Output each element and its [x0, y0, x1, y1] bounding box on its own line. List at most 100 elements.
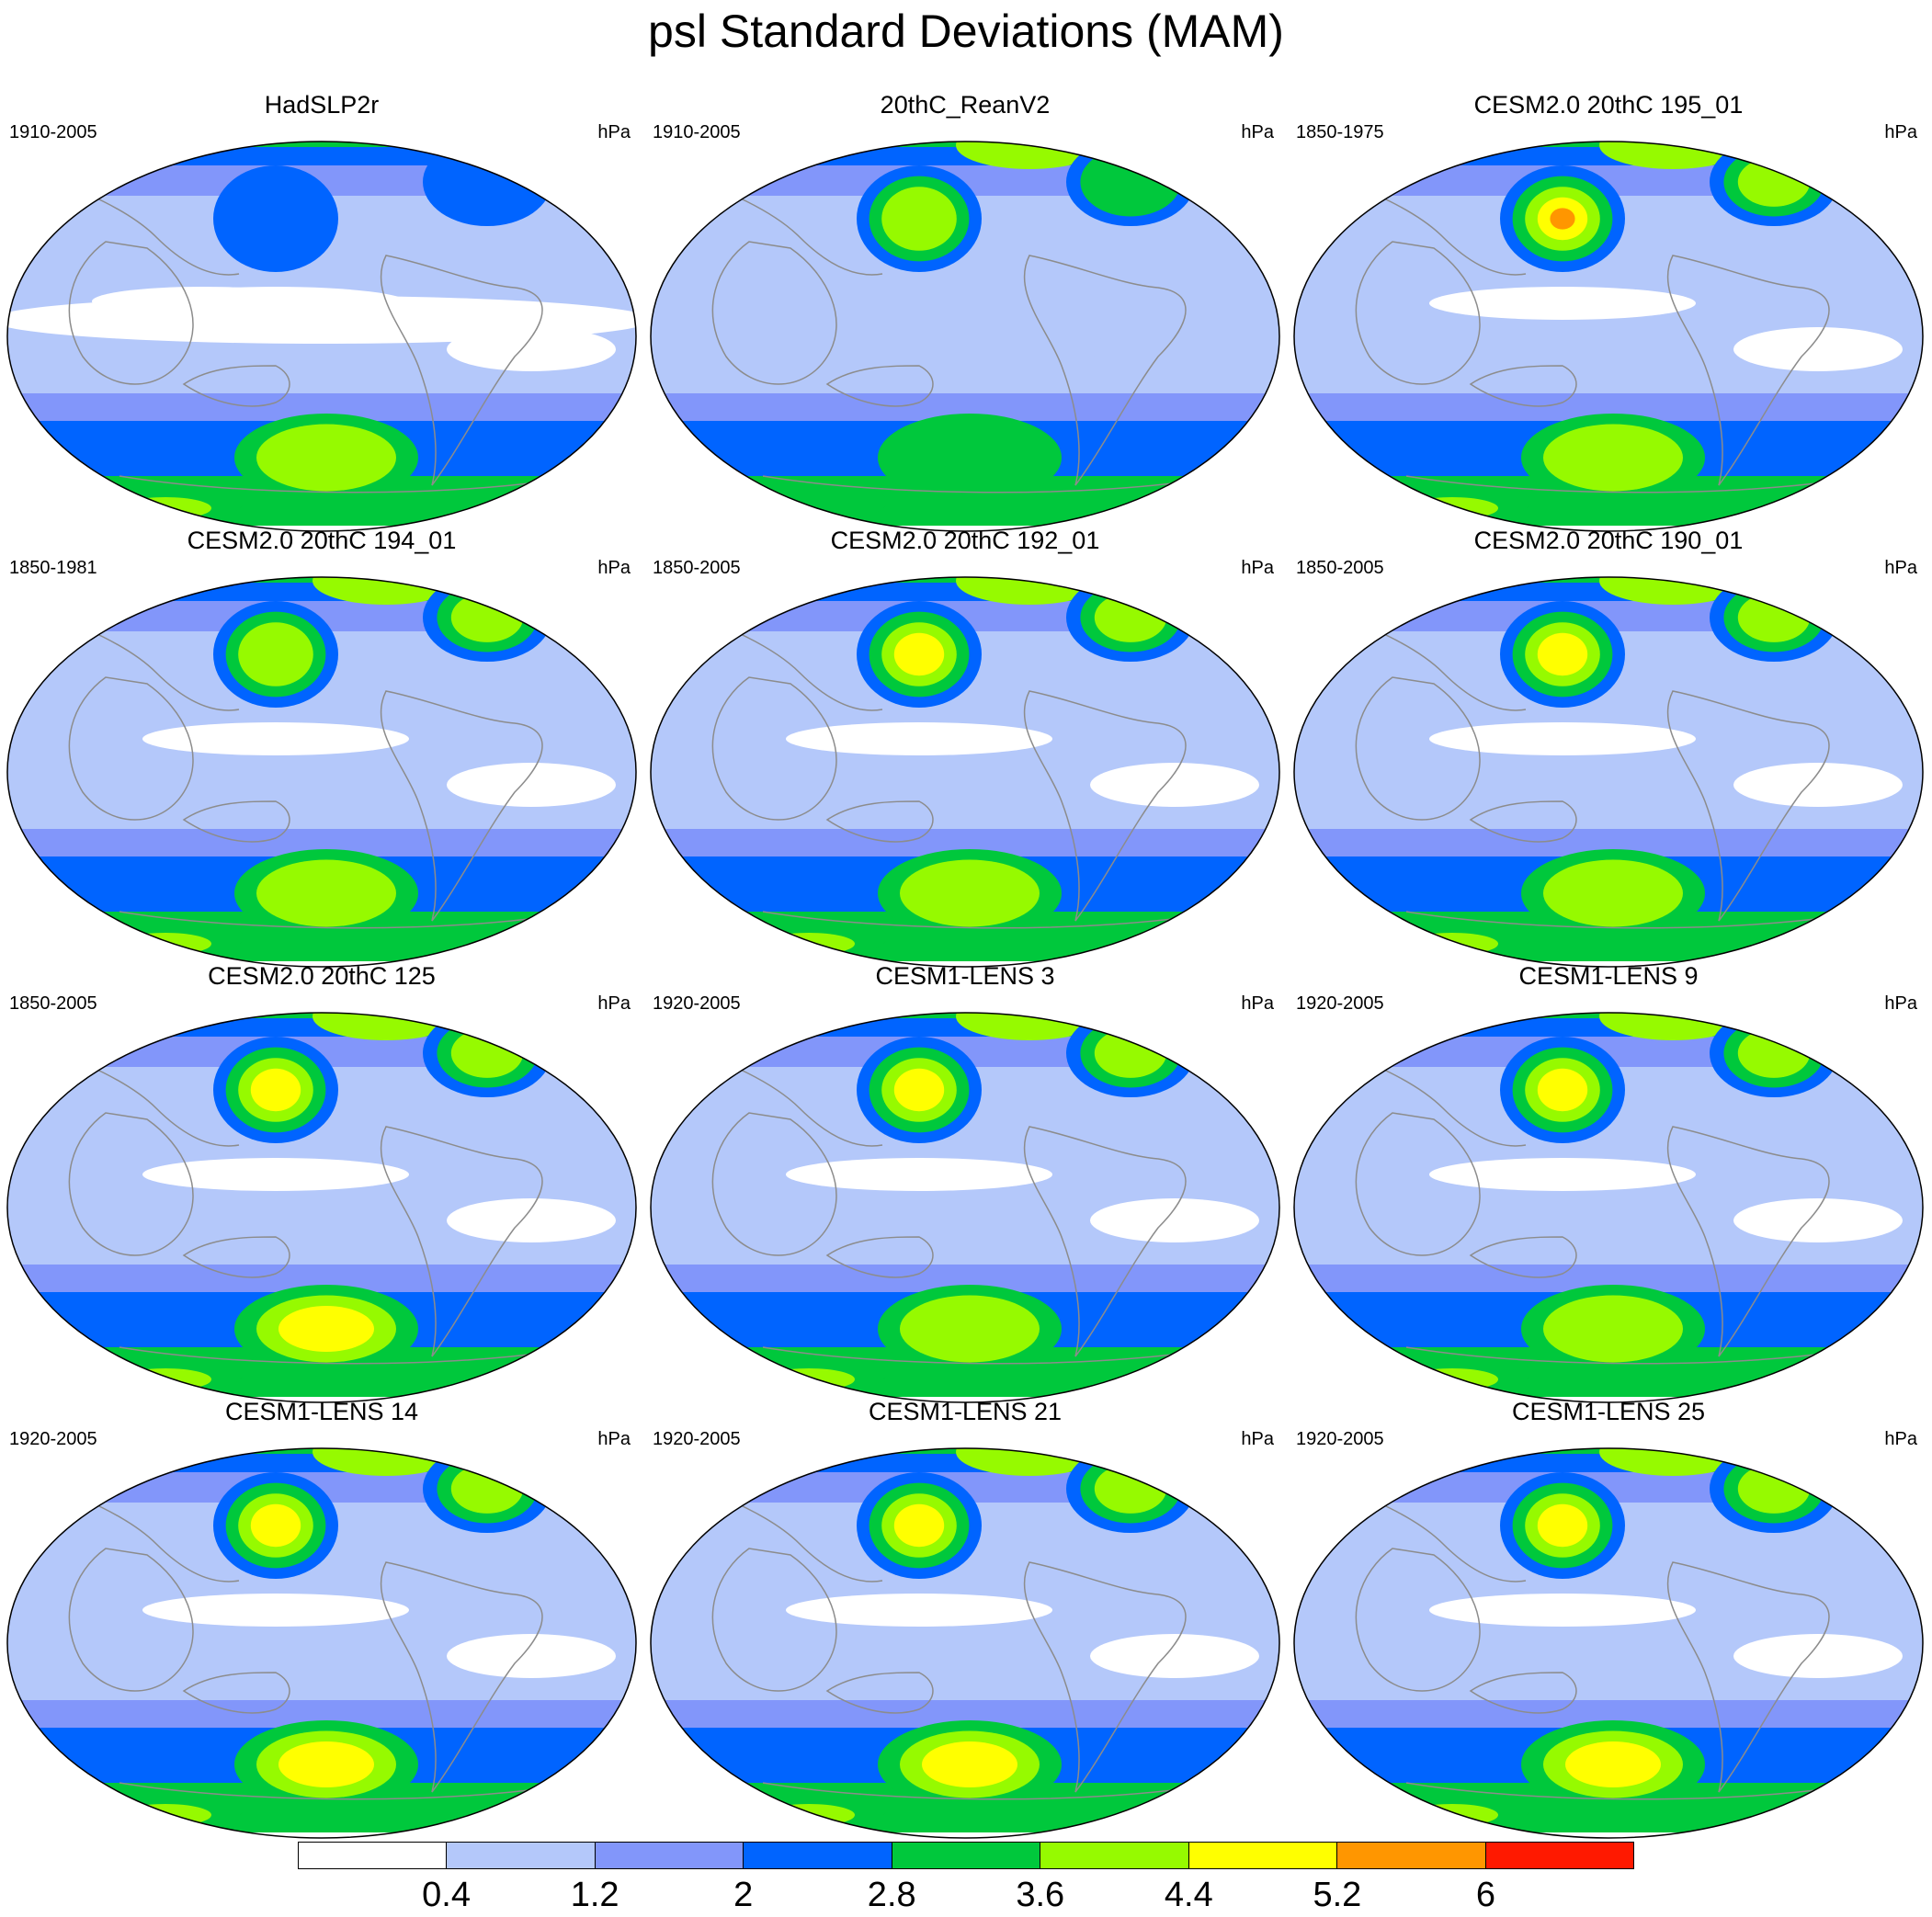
coastline [1355, 1548, 1481, 1692]
panel-title: CESM2.0 20thC 195_01 [1473, 91, 1744, 119]
panel-period: 1850-2005 [653, 558, 741, 578]
band-north-4 [7, 577, 636, 583]
robinson-map [650, 1012, 1280, 1403]
panel-units: hPa [597, 1429, 631, 1449]
tropical-min [1429, 1158, 1696, 1191]
coastline [119, 911, 552, 929]
colorbar-swatch [892, 1843, 1041, 1868]
colorbar-label: 2.8 [867, 1876, 916, 1914]
north-pacific-max [881, 187, 957, 251]
panel-title: CESM2.0 20thC 190_01 [1473, 527, 1744, 554]
map-panel: CESM1-LENS 25 1920-2005 hPa [1287, 1397, 1930, 1839]
colorbar-swatch [447, 1843, 596, 1868]
panel-units: hPa [1241, 122, 1274, 142]
colorbar-swatch [744, 1843, 892, 1868]
map-panel: CESM1-LENS 21 1920-2005 hPa [643, 1397, 1287, 1839]
coastline [762, 1346, 1196, 1365]
contour-field [651, 142, 1279, 526]
panel-period: 1850-2005 [9, 993, 97, 1014]
panel-title: CESM2.0 20thC 125 [208, 962, 436, 990]
map-outline [650, 141, 1280, 532]
north-pacific-max [250, 1503, 301, 1548]
coastline [1405, 911, 1839, 929]
contour-field [7, 142, 636, 526]
panel-units: hPa [1241, 993, 1274, 1014]
panel-title: CESM2.0 20thC 192_01 [830, 527, 1100, 554]
tropical-min [142, 1594, 409, 1627]
arctic-max [1314, 142, 1645, 145]
panel-title: CESM1-LENS 3 [875, 962, 1055, 990]
coastline [762, 475, 1196, 493]
band-north-3 [7, 142, 636, 165]
coastline [1405, 1782, 1839, 1800]
coastline [762, 911, 1196, 929]
map-panel: CESM1-LENS 14 1920-2005 hPa [0, 1397, 643, 1839]
colorbar: 0.4 1.2 2 2.8 3.6 4.4 5.2 6 [298, 1842, 1634, 1914]
panel-units: hPa [1241, 1429, 1274, 1449]
robinson-map [650, 1447, 1280, 1839]
coastline [1469, 1672, 1577, 1714]
contour-field [7, 577, 636, 961]
band-north-4 [651, 577, 1279, 583]
coastline [825, 1672, 934, 1714]
panel-period: 1920-2005 [1296, 993, 1384, 1014]
map-outline [6, 141, 637, 532]
contour-field [1294, 1013, 1923, 1397]
colorbar-swatch [595, 1843, 744, 1868]
band-north-4 [651, 1013, 1279, 1018]
panel-period: 1920-2005 [9, 1429, 97, 1449]
robinson-map [650, 576, 1280, 968]
colorbar-label: 2 [733, 1876, 754, 1914]
southern-ocean-max [1543, 859, 1683, 927]
tropical-min-atlantic [1090, 1198, 1259, 1242]
colorbar-swatch [1337, 1843, 1486, 1868]
tropical-min [786, 287, 1052, 320]
tropical-min-atlantic [1090, 763, 1259, 807]
tropical-min-atlantic [447, 1634, 616, 1678]
panel-period: 1850-1981 [9, 558, 97, 578]
panel-units: hPa [597, 122, 631, 142]
arctic-max [28, 142, 358, 145]
coastline [1469, 365, 1577, 407]
colorbar-label: 6 [1475, 1876, 1496, 1914]
robinson-map [6, 141, 637, 532]
contour-field [651, 1013, 1279, 1397]
robinson-map [6, 1447, 637, 1839]
panel-units: hPa [597, 993, 631, 1014]
tropical-min [786, 1158, 1052, 1191]
robinson-map [1293, 1012, 1924, 1403]
panel-period: 1910-2005 [9, 122, 97, 142]
coastline [1469, 1236, 1577, 1278]
coastline [182, 365, 290, 407]
map-outline [650, 1447, 1280, 1839]
contour-field [1294, 142, 1923, 526]
map-panel: CESM2.0 20thC 190_01 1850-2005 hPa [1287, 526, 1930, 968]
tropical-min [1429, 287, 1696, 320]
coastline [68, 241, 194, 385]
contour-field [651, 1448, 1279, 1832]
colorbar-label: 4.4 [1164, 1876, 1213, 1914]
colorbar-label: 1.2 [570, 1876, 619, 1914]
tropical-min-atlantic [1733, 1634, 1903, 1678]
contour-field [651, 577, 1279, 961]
north-pacific-max [893, 1068, 945, 1112]
panel-title: CESM1-LENS 21 [868, 1398, 1063, 1425]
coastline [711, 241, 837, 385]
colorbar-swatch [1188, 1843, 1338, 1868]
panel-period: 1850-2005 [1296, 558, 1384, 578]
panel-period: 1850-1975 [1296, 122, 1384, 142]
southern-ocean-max [256, 859, 396, 927]
panel-period: 1920-2005 [653, 993, 741, 1014]
southern-ocean-max [278, 1741, 374, 1787]
panel-title: 20thC_ReanV2 [880, 91, 1051, 119]
coastline [711, 1112, 837, 1256]
map-panel: HadSLP2r 1910-2005 hPa [0, 90, 643, 532]
tropical-min [786, 1594, 1052, 1627]
coastline [380, 690, 543, 922]
coastline [1023, 1561, 1187, 1793]
band-north-4 [651, 1448, 1279, 1454]
coastline [1355, 1112, 1481, 1256]
north-pacific-max [893, 632, 945, 676]
tropical-min [1429, 1594, 1696, 1627]
coastline [1666, 690, 1830, 922]
